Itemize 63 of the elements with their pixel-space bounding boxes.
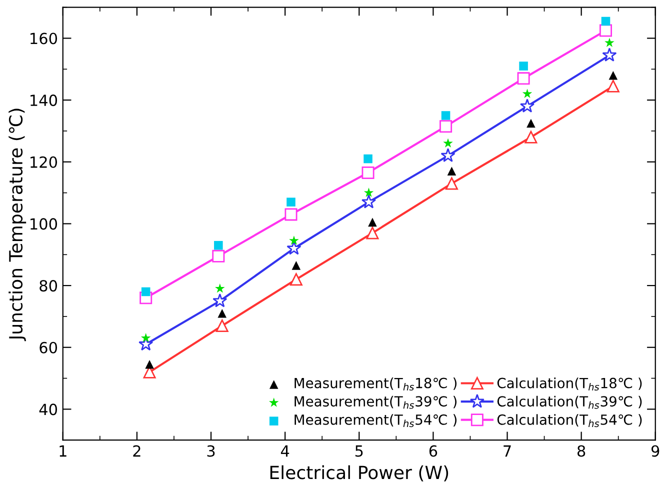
point — [522, 88, 532, 98]
y-tick-label: 40 — [39, 404, 58, 416]
legend-label: Calculation(T$_{hs}$54℃ ) — [497, 414, 642, 428]
legend-label: Calculation(T$_{hs}$39℃ ) — [497, 396, 642, 409]
point — [608, 70, 618, 80]
point — [520, 98, 535, 113]
point — [606, 80, 620, 92]
x-tick-label: 2 — [133, 445, 140, 457]
x-tick-label: 5 — [355, 445, 363, 457]
point — [447, 166, 456, 176]
point — [601, 16, 610, 26]
point — [364, 188, 374, 197]
point — [524, 130, 538, 144]
point — [441, 111, 450, 120]
x-tick-label: 7 — [504, 445, 511, 457]
point — [440, 120, 452, 133]
point — [602, 48, 617, 62]
y-tick-label: 80 — [40, 280, 58, 292]
point — [289, 236, 299, 245]
y-tick-label: 60 — [40, 342, 58, 354]
point — [443, 138, 453, 148]
point — [445, 177, 458, 190]
x-tick-label: 9 — [651, 445, 660, 457]
legend-label: Calculation(T$_{hs}$18℃ ) — [497, 378, 642, 391]
x-tick-label: 8 — [577, 445, 586, 457]
point — [362, 166, 374, 179]
legend-label: Measurement(T$_{hs}$39℃ ) — [294, 396, 457, 409]
y-tick-label: 160 — [30, 32, 58, 44]
x-tick-label: 4 — [280, 445, 290, 457]
y-tick-label: 100 — [30, 218, 58, 230]
point — [212, 293, 228, 308]
point — [216, 319, 228, 332]
point — [292, 261, 301, 270]
point — [218, 308, 227, 318]
point — [141, 287, 150, 296]
point — [212, 250, 225, 262]
x-axis-title: Electrical Power (W) — [270, 465, 448, 482]
point — [600, 24, 612, 37]
point — [517, 72, 530, 85]
x-tick-label: 6 — [429, 445, 438, 457]
point — [368, 218, 377, 227]
point — [145, 360, 154, 369]
point — [519, 62, 528, 70]
point — [364, 154, 372, 164]
legend-label: Measurement(T$_{hs}$18℃ ) — [294, 378, 457, 391]
y-tick-label: 120 — [30, 156, 58, 168]
legend-label: Measurement(T$_{hs}$54℃ ) — [294, 414, 457, 428]
point — [440, 148, 456, 162]
x-tick-label: 1 — [60, 445, 66, 457]
y-axis-title: Junction Temperature (℃) — [8, 108, 26, 342]
y-tick-label: 140 — [30, 94, 58, 106]
point — [286, 198, 296, 206]
point — [604, 38, 614, 48]
point — [284, 208, 298, 221]
point — [526, 118, 536, 128]
point — [366, 226, 379, 240]
point — [290, 273, 302, 286]
point — [215, 283, 225, 293]
point — [286, 240, 302, 255]
point — [140, 332, 151, 342]
point — [361, 194, 376, 208]
point — [214, 240, 223, 250]
x-tick-label: 3 — [207, 445, 215, 457]
